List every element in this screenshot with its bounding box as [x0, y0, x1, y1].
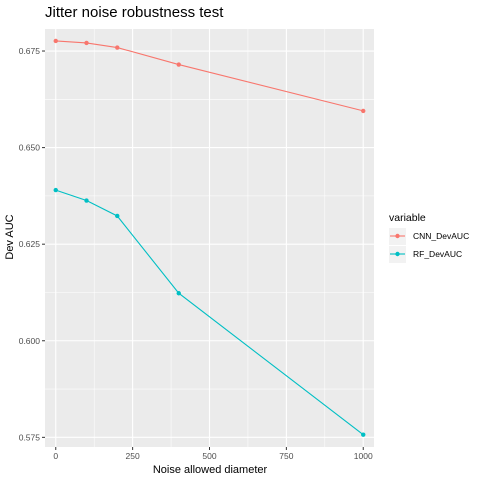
- data-point: [115, 45, 120, 50]
- x-axis-title: Noise allowed diameter: [153, 464, 268, 476]
- data-point: [53, 187, 58, 193]
- data-point: [115, 213, 120, 219]
- data-point: [361, 108, 366, 114]
- legend-key-point: [395, 233, 400, 239]
- legend-label: CNN_DevAUC: [413, 231, 469, 241]
- x-tick-label: 750: [279, 451, 293, 461]
- y-tick-label: 0.575: [19, 432, 41, 442]
- legend: variable CNN_DevAUC RF_DevAUC: [389, 212, 469, 263]
- legend-label: RF_DevAUC: [413, 249, 462, 259]
- x-tick-label: 250: [126, 451, 140, 461]
- data-point: [84, 40, 89, 46]
- y-tick-label: 0.675: [19, 46, 41, 56]
- chart-title: Jitter noise robustness test: [45, 4, 224, 21]
- x-tick-label: 500: [202, 451, 216, 461]
- legend-key: [389, 246, 406, 263]
- y-tick-label: 0.600: [19, 336, 41, 346]
- data-point: [176, 291, 181, 296]
- axis-layer: 0 250 500 750 1000 0.575 0.600 0.625 0.650 0.675: [19, 46, 373, 461]
- major-gridlines: [45, 29, 374, 447]
- legend-key-point: [395, 251, 400, 257]
- legend-title: variable: [389, 212, 426, 224]
- data-point: [361, 432, 366, 437]
- x-tick-label: 0: [53, 451, 58, 461]
- series-CNN_DevAUC: [53, 38, 366, 114]
- data-point: [84, 198, 89, 203]
- legend-key: [389, 228, 406, 245]
- x-tick-label: 1000: [354, 451, 373, 461]
- data-point: [53, 38, 58, 44]
- y-tick-label: 0.625: [19, 239, 41, 249]
- series-layer: [53, 38, 366, 437]
- y-tick-label: 0.650: [19, 143, 41, 153]
- y-axis-title: Dev AUC: [4, 214, 16, 259]
- data-point: [176, 62, 181, 67]
- series-RF_DevAUC: [53, 187, 366, 437]
